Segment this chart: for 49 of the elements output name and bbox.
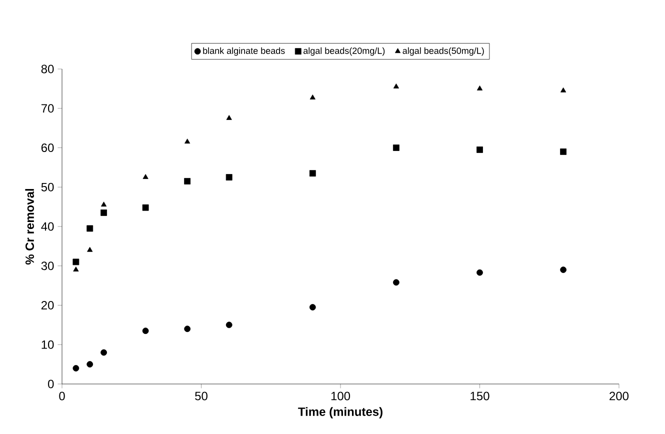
point bbox=[560, 148, 566, 155]
point bbox=[560, 266, 566, 274]
point bbox=[226, 174, 232, 180]
point bbox=[393, 144, 400, 151]
legend-label: blank alginate beads bbox=[203, 47, 285, 56]
point bbox=[184, 178, 191, 184]
point bbox=[100, 202, 107, 207]
legend-label: algal beads(50mg/L) bbox=[402, 47, 484, 56]
point bbox=[476, 146, 483, 153]
point bbox=[476, 269, 483, 276]
y-tick-label: 10 bbox=[42, 340, 54, 349]
x-tick-label: 0 bbox=[59, 392, 65, 400]
x-tick-label: 50 bbox=[195, 392, 208, 400]
y-tick-label: 60 bbox=[41, 144, 54, 152]
point bbox=[72, 365, 80, 372]
point bbox=[100, 349, 107, 356]
point bbox=[142, 204, 149, 211]
point bbox=[393, 84, 399, 88]
point bbox=[72, 258, 80, 266]
point bbox=[476, 85, 483, 90]
point bbox=[310, 94, 316, 100]
x-tick-label: 200 bbox=[610, 392, 629, 400]
y-tick-label: 40 bbox=[41, 222, 54, 231]
point bbox=[100, 210, 107, 216]
y-tick-label: 50 bbox=[41, 182, 54, 192]
x-tick-label: 100 bbox=[331, 392, 350, 400]
point bbox=[309, 304, 316, 310]
point bbox=[184, 138, 190, 144]
point bbox=[86, 361, 94, 368]
y-tick-label: 30 bbox=[41, 262, 54, 270]
point bbox=[184, 326, 191, 332]
y-tick-label: 0 bbox=[48, 380, 54, 388]
point bbox=[226, 115, 232, 120]
point bbox=[393, 279, 400, 286]
point bbox=[142, 328, 149, 334]
y-axis-title: % Cr removal bbox=[25, 189, 34, 265]
legend-label: algal beads(20mg/L) bbox=[304, 47, 385, 56]
point bbox=[560, 87, 566, 92]
y-tick-label: 20 bbox=[41, 300, 54, 310]
x-axis-title: Time (minutes) bbox=[298, 407, 382, 418]
point bbox=[87, 246, 93, 252]
point bbox=[73, 266, 79, 272]
y-tick-label: 80 bbox=[41, 64, 54, 74]
point bbox=[86, 225, 94, 232]
point bbox=[226, 322, 232, 328]
point bbox=[309, 170, 316, 177]
x-tick-label: 150 bbox=[470, 392, 490, 400]
point bbox=[142, 174, 148, 179]
y-tick-label: 70 bbox=[41, 104, 54, 113]
